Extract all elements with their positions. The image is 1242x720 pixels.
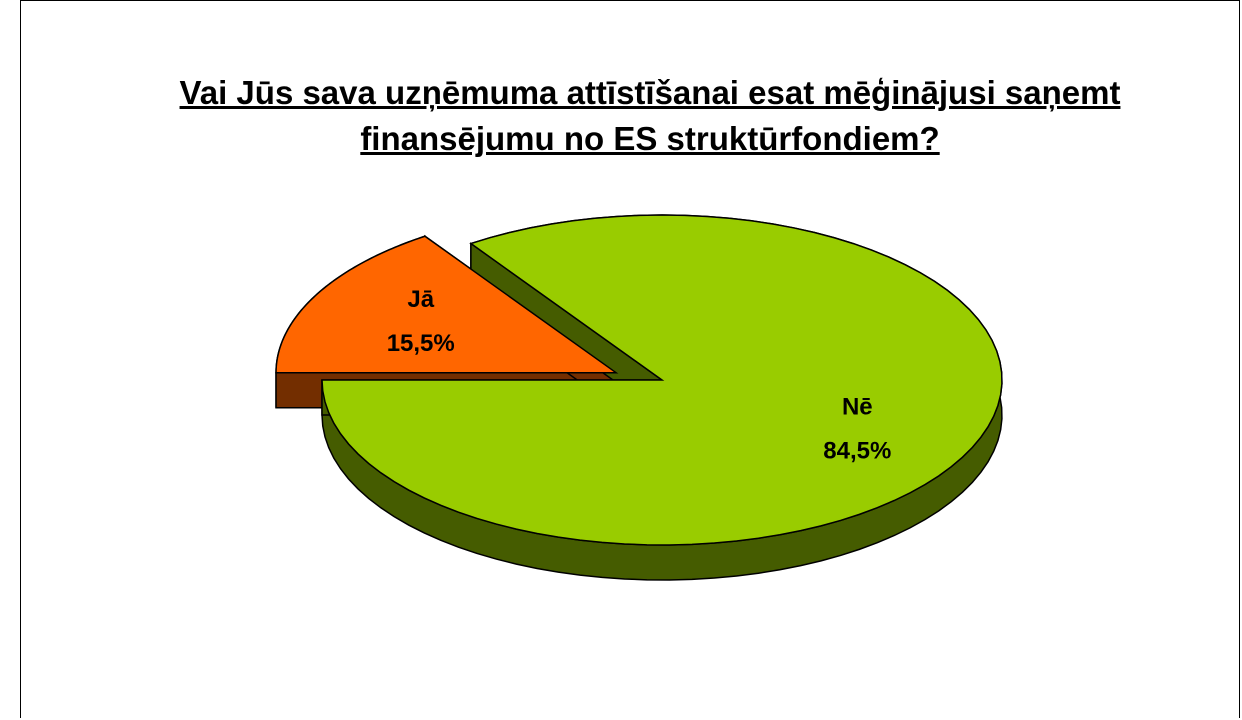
frame bbox=[20, 0, 1240, 718]
slice bbox=[321, 214, 1003, 546]
slice bbox=[275, 235, 619, 374]
slice-value-label: 15,5% bbox=[387, 330, 455, 357]
slice-value-label: 84,5% bbox=[823, 438, 891, 465]
slice-category-label: Jā bbox=[407, 286, 434, 313]
chart-title: Vai Jūs sava uzņēmuma attīstīšanai esat … bbox=[179, 74, 1121, 157]
slice-category-label: Nē bbox=[842, 394, 873, 421]
